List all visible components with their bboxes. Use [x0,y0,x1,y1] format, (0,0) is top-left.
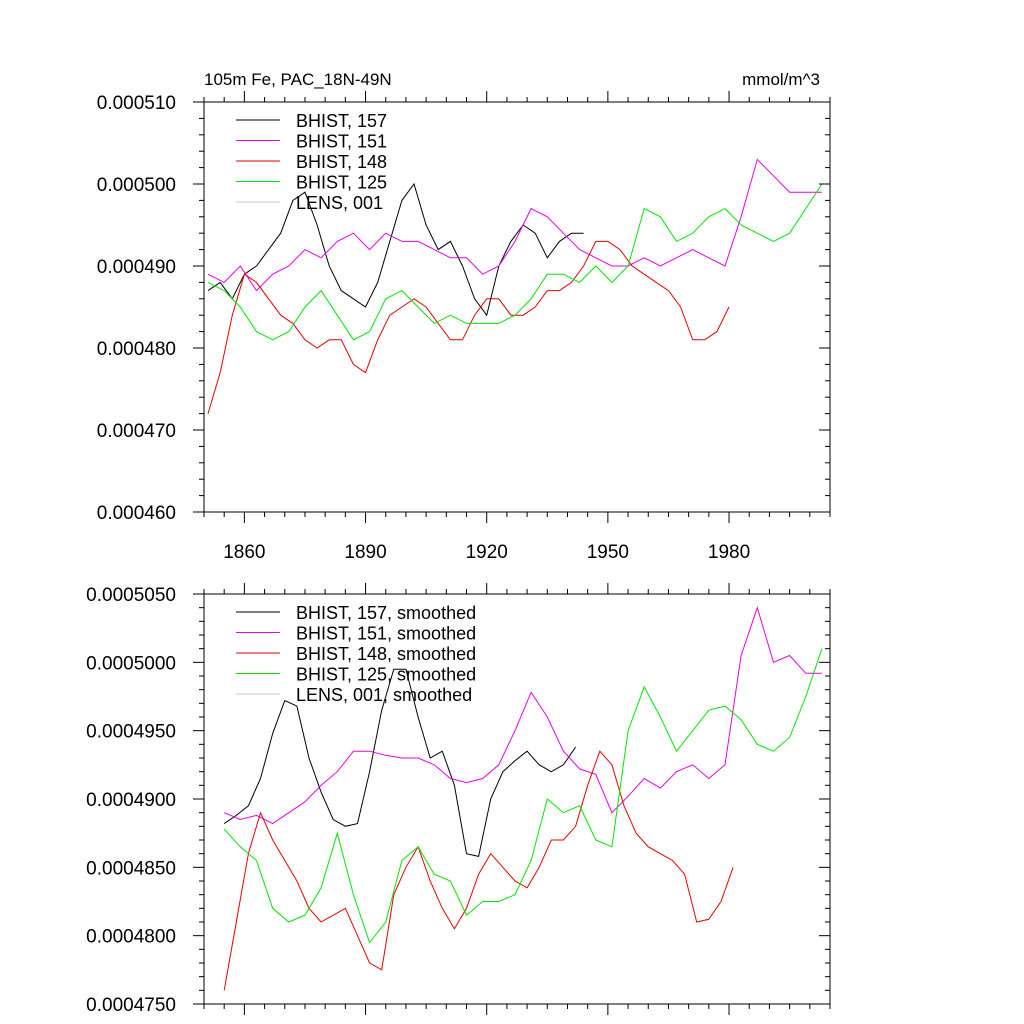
y-tick-label: 0.000500 [97,175,176,196]
legend-label: BHIST, 157 [296,111,387,131]
legend-label: BHIST, 151 [296,132,387,152]
series-line-0 [223,668,577,857]
plot-bottom: 0.0004750 0.0004800 0.0004850 0.0004900 0.00… [86,583,831,1016]
legend-label: BHIST, 148 [296,152,387,172]
legend-label: BHIST, 157, smoothed [296,603,476,623]
x-tick-label: 1980 [708,542,750,563]
series-line-2 [223,750,734,991]
y-tick-label: 0.000460 [97,503,176,524]
y-tick-label: 0.000470 [97,421,176,442]
y-tick-label: 0.000490 [97,257,176,278]
series-line-1 [207,158,822,292]
legend-label: BHIST, 151, smoothed [296,624,476,644]
series-line-0 [207,182,584,317]
plot-top: 105m Fe, PAC_18N-49N mmol/m^3 1860 1890 19… [97,70,831,563]
y-tick-label: 0.000510 [97,93,176,114]
series-line-1 [224,606,822,825]
units-label: mmol/m^3 [742,70,820,89]
series-line-3 [207,183,823,341]
y-tick-label: 0.0004800 [86,927,176,948]
chart-title: 105m Fe, PAC_18N-49N [204,70,392,89]
y-tick-label: 0.0005050 [86,585,176,606]
legend-label: LENS, 001 [296,193,383,213]
y-tick-label: 0.000480 [97,339,176,360]
series-line-2 [207,240,730,414]
y-tick-label: 0.0004900 [86,790,176,811]
x-tick-label: 1890 [344,542,386,563]
x-tick-label: 1950 [587,542,629,563]
x-tick-label: 1920 [466,542,508,563]
legend-label: BHIST, 125, smoothed [296,665,476,685]
legend-label: BHIST, 148, smoothed [296,644,476,664]
y-tick-label: 0.0004850 [86,858,176,879]
plot-frame [203,101,831,513]
series-line-3 [223,648,823,944]
y-tick-label: 0.0004950 [86,722,176,743]
legend-label: BHIST, 125 [296,173,387,193]
y-tick-label: 0.0004750 [86,995,176,1016]
legend-label: LENS, 001, smoothed [296,685,472,705]
x-tick-label: 1860 [223,542,265,563]
y-tick-label: 0.0005000 [86,653,176,674]
